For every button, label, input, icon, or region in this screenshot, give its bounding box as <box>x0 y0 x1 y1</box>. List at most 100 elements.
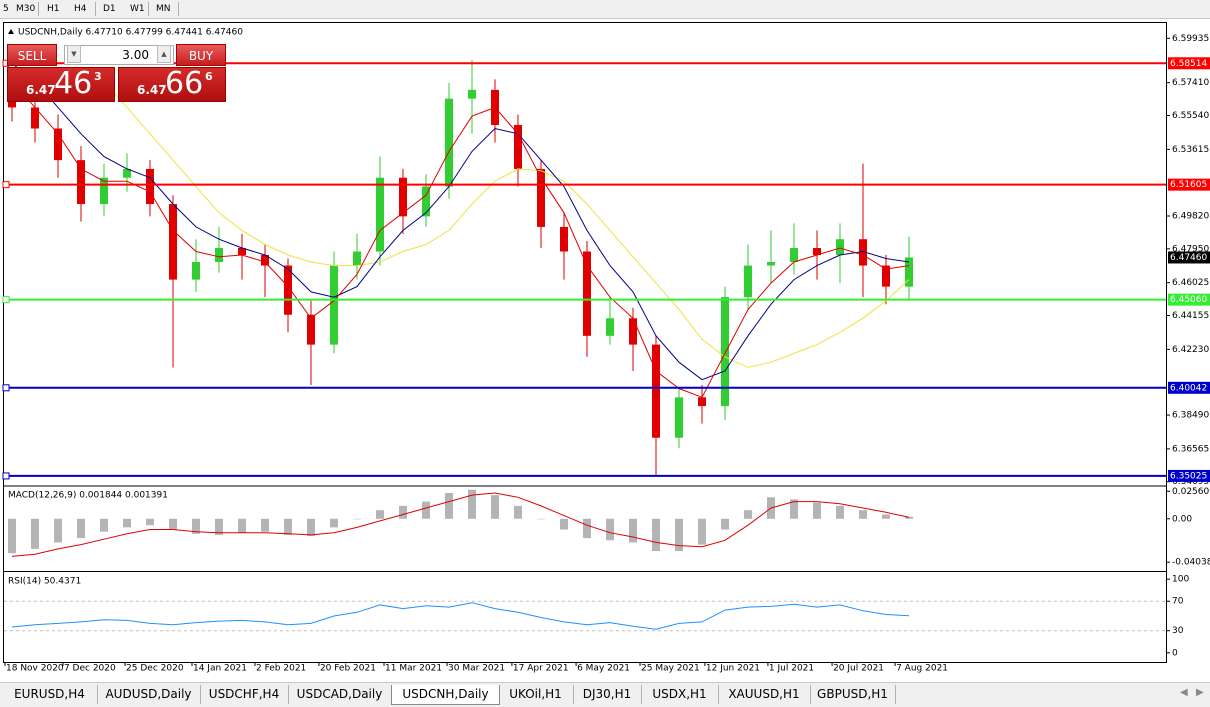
chart-tab[interactable]: UKOil,H1 <box>498 685 574 704</box>
lot-decrease[interactable]: ▼ <box>67 45 81 63</box>
histogram-bar <box>491 495 499 519</box>
histogram-bar <box>307 518 315 536</box>
candle-body <box>675 397 683 438</box>
level-anchor <box>2 296 10 304</box>
bid-quote[interactable]: 6.47 46 3 <box>7 67 115 102</box>
bid-main: 46 <box>54 66 93 101</box>
y-tick-label: 6.36565 <box>1172 444 1209 454</box>
y-tick-label: 6.38490 <box>1172 411 1209 421</box>
candle-body <box>169 204 177 280</box>
y-tick-label: 6.42230 <box>1172 345 1209 355</box>
candle-body <box>123 168 131 178</box>
timeframe-button[interactable]: M30 <box>16 4 36 14</box>
histogram-bar <box>399 505 407 519</box>
histogram-bar <box>330 518 338 528</box>
timeframe-button[interactable]: 5 <box>3 4 9 14</box>
timeframe-button[interactable]: H1 <box>47 4 60 14</box>
histogram-bar <box>698 518 706 545</box>
panel-title: RSI(14) 50.4371 <box>8 577 81 587</box>
panel-title: USDCNH,Daily 6.47710 6.47799 6.47441 6.4… <box>18 28 243 38</box>
x-tick-label: 20 Jul 2021 <box>833 664 884 674</box>
toolbar-separator <box>178 2 179 16</box>
one-click-trading-panel: SELL 3.00 ▼ ▲ BUY 6.47 46 3 6.47 66 6 <box>7 44 226 102</box>
histogram-bar <box>606 518 614 541</box>
candle-body <box>629 318 637 345</box>
candle-body <box>445 98 453 187</box>
chart-tab[interactable]: AUDUSD,Daily <box>97 685 201 704</box>
candle-body <box>744 265 752 298</box>
histogram-bar <box>146 518 154 526</box>
candle-body <box>77 160 85 205</box>
candle-body <box>399 177 407 217</box>
tab-scroll-left[interactable]: ◀ <box>1180 687 1188 698</box>
chart-tab[interactable]: USDCAD,Daily <box>288 685 392 704</box>
histogram-bar <box>192 518 200 534</box>
candle-body <box>146 168 154 205</box>
x-tick-label: 6 May 2021 <box>577 664 630 674</box>
histogram-bar <box>284 518 292 535</box>
y-tick-label: 0.00 <box>1172 514 1192 524</box>
timeframe-button[interactable]: D1 <box>103 4 116 14</box>
chart-tab[interactable]: USDCNH,Daily <box>391 685 500 705</box>
level-label-box <box>1168 57 1210 70</box>
x-tick-label: 25 Dec 2020 <box>126 664 184 674</box>
x-tick-label: 17 Apr 2021 <box>513 664 569 674</box>
level-label: 6.35025 <box>1170 471 1207 481</box>
current-price-label: 6.47460 <box>1170 253 1207 263</box>
current-price-box <box>1168 251 1210 264</box>
candle-body <box>882 265 890 287</box>
bid-prefix: 6.47 <box>26 83 56 97</box>
x-tick-label: 2 Feb 2021 <box>256 664 306 674</box>
y-tick-label: -0.040386 <box>1172 558 1210 568</box>
y-tick-label: 0 <box>1172 648 1178 658</box>
level-label: 6.40042 <box>1170 383 1207 393</box>
y-tick-label: 30 <box>1172 626 1184 636</box>
candle-body <box>261 255 269 266</box>
sell-button[interactable]: SELL <box>7 44 57 66</box>
level-label: 6.58514 <box>1170 59 1207 69</box>
buy-button[interactable]: BUY <box>176 44 226 66</box>
histogram-bar <box>859 510 867 519</box>
candle-body <box>583 251 591 336</box>
histogram-bar <box>652 518 660 552</box>
toolbar-separator <box>38 2 39 16</box>
y-tick-label: 6.44155 <box>1172 311 1209 321</box>
lot-input[interactable]: 3.00 <box>64 45 174 65</box>
candle-body <box>192 262 200 280</box>
timeframe-button[interactable]: MN <box>156 4 171 14</box>
y-tick-label: 100 <box>1172 575 1189 585</box>
candle-body <box>353 251 361 266</box>
timeframe-button[interactable]: W1 <box>130 4 145 14</box>
y-tick-label: 6.47950 <box>1172 244 1209 254</box>
x-tick-label: 20 Feb 2021 <box>320 664 376 674</box>
moving-average <box>11 80 910 398</box>
ask-main: 66 <box>165 66 204 101</box>
level-anchor <box>2 472 10 480</box>
lot-increase[interactable]: ▲ <box>157 45 171 63</box>
y-tick-label: 6.49820 <box>1172 212 1209 222</box>
histogram-bar <box>882 514 890 519</box>
chart-tab[interactable]: EURUSD,H4 <box>2 685 98 704</box>
ask-prefix: 6.47 <box>137 83 167 97</box>
histogram-bar <box>675 518 683 552</box>
tab-scroll-right[interactable]: ▶ <box>1196 687 1204 698</box>
ask-quote[interactable]: 6.47 66 6 <box>118 67 226 102</box>
chart-tab[interactable]: GBPUSD,H1 <box>810 685 896 704</box>
candle-body <box>100 177 108 205</box>
chart-tab[interactable]: USDCHF,H4 <box>200 685 289 704</box>
x-tick-label: 30 Mar 2021 <box>448 664 505 674</box>
candle-body <box>698 397 706 407</box>
chart-tab[interactable]: USDX,H1 <box>641 685 719 704</box>
chart-tab[interactable]: XAUUSD,H1 <box>718 685 811 704</box>
toolbar-separator <box>95 2 96 16</box>
histogram-bar <box>721 518 729 530</box>
timeframe-button[interactable]: H4 <box>74 4 87 14</box>
x-tick-label: 1 Jul 2021 <box>769 664 814 674</box>
histogram-bar <box>583 518 591 539</box>
histogram-bar <box>215 518 223 535</box>
histogram-bar <box>629 518 637 543</box>
x-tick-label: 25 May 2021 <box>641 664 700 674</box>
chart-tab[interactable]: DJ30,H1 <box>573 685 642 704</box>
histogram-bar <box>514 505 522 519</box>
